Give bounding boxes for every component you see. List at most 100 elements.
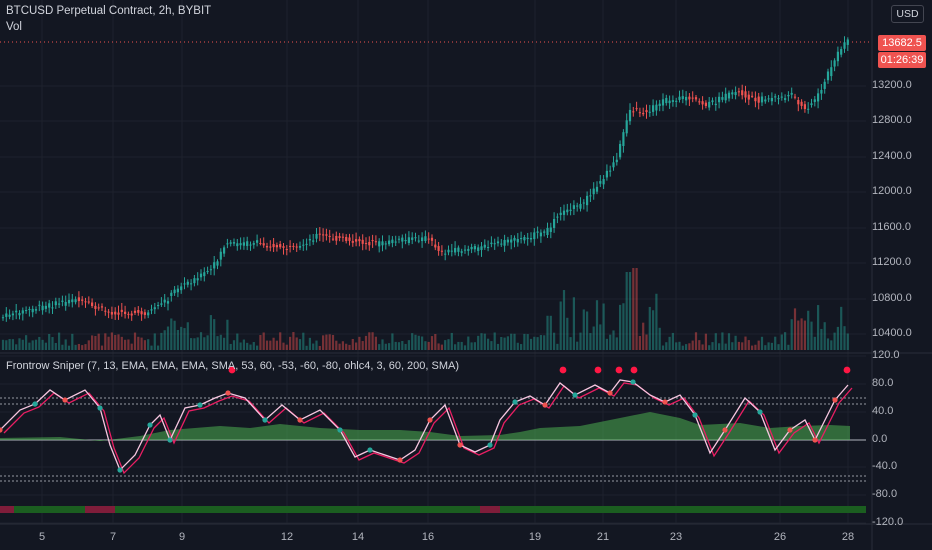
volume-bar (685, 344, 688, 350)
volume-bar (153, 333, 156, 350)
volume-bar (236, 333, 239, 350)
volume-bar (275, 340, 278, 350)
candle-body (374, 241, 377, 243)
volume-bar (691, 340, 694, 350)
volume-bar (787, 344, 790, 350)
candle-body (252, 243, 255, 245)
time-axis-label: 16 (421, 531, 435, 543)
candle-body (724, 93, 727, 101)
volume-bar (143, 340, 146, 350)
candle-body (741, 90, 744, 96)
oscillator-axis-label: 40.0 (872, 405, 894, 417)
price-candles[interactable] (1, 36, 849, 322)
candle-body (622, 132, 625, 146)
volume-bar (483, 333, 486, 350)
volume-bar (51, 337, 54, 350)
volume-bar (364, 335, 368, 350)
candle-body (21, 310, 24, 314)
candle-body (711, 100, 714, 103)
candle-body (368, 241, 371, 246)
volume-bar (338, 343, 341, 350)
cross-dot (367, 447, 373, 453)
volume-bar (470, 342, 473, 350)
volume-bar (226, 319, 229, 350)
time-axis-label: 19 (528, 531, 542, 543)
volume-bar (721, 332, 724, 350)
volume-bar (150, 345, 153, 350)
candle-body (186, 281, 189, 285)
volume-bar (140, 337, 143, 350)
volume-bar (130, 343, 133, 350)
candle-body (576, 205, 579, 207)
volume-bar (556, 343, 559, 350)
volume-bar (645, 334, 648, 350)
candle-body (411, 237, 414, 240)
candle-body (490, 242, 493, 245)
candle-body (609, 170, 612, 172)
price-axis-label: 10800.0 (872, 292, 912, 304)
candle-body (338, 236, 341, 238)
volume-bar (477, 335, 480, 350)
candle-body (173, 289, 176, 294)
volume-bar (203, 337, 206, 350)
candle-body (678, 96, 681, 100)
volume-label[interactable]: Vol (6, 21, 22, 33)
candle-body (322, 234, 325, 236)
candle-body (265, 246, 269, 248)
signal-dot (559, 366, 567, 374)
oscillator-histogram (0, 412, 850, 441)
candle-body (529, 238, 533, 240)
volume-bar (127, 339, 130, 350)
volume-bar (110, 332, 113, 350)
volume-bar (28, 342, 31, 350)
candle-body (229, 242, 232, 244)
candle-body (632, 111, 635, 113)
currency-button[interactable]: USD (891, 5, 924, 23)
volume-bar (529, 338, 533, 350)
volume-bar (615, 337, 618, 350)
symbol-title[interactable]: BTCUSD Perpetual Contract, 2h, BYBIT (6, 5, 212, 17)
volume-bar (64, 339, 67, 350)
cross-dot (812, 437, 818, 443)
indicator-title[interactable]: Frontrow Sniper (7, 13, EMA, EMA, EMA, S… (6, 360, 460, 372)
volume-bar (520, 344, 523, 350)
volume-bar (506, 336, 509, 350)
candle-body (44, 305, 47, 309)
candle-body (282, 246, 285, 248)
cross-dot (97, 405, 103, 411)
signal-dot (630, 366, 638, 374)
volume-bar (223, 337, 226, 350)
candle-body (503, 239, 506, 246)
candle-body (196, 278, 199, 281)
candle-body (635, 108, 638, 110)
volume-bar (124, 339, 127, 350)
candle-body (305, 243, 308, 245)
volume-bar (559, 301, 562, 350)
volume-bar (114, 334, 117, 350)
volume-bar (496, 343, 500, 350)
candle-body (404, 240, 407, 242)
candle-body (414, 237, 417, 239)
volume-bar (553, 332, 556, 350)
candle-body (331, 238, 335, 240)
volume-bar (216, 336, 219, 350)
candle-body (388, 240, 391, 245)
candle-body (318, 233, 321, 235)
candle-body (533, 232, 536, 240)
volume-bar (48, 333, 51, 350)
candle-body (421, 237, 424, 242)
candle-body (364, 243, 368, 245)
volume-bar (516, 342, 519, 350)
volume-bar (252, 342, 255, 350)
time-axis-label: 12 (280, 531, 294, 543)
volume-bar (1, 339, 5, 350)
volume-bar (259, 334, 262, 350)
volume-bar (421, 336, 424, 350)
volume-bar (368, 332, 371, 350)
candle-body (595, 186, 599, 192)
volume-bar (817, 305, 820, 350)
volume-bar (345, 343, 348, 350)
volume-bar (97, 333, 100, 350)
volume-bar (34, 339, 38, 350)
